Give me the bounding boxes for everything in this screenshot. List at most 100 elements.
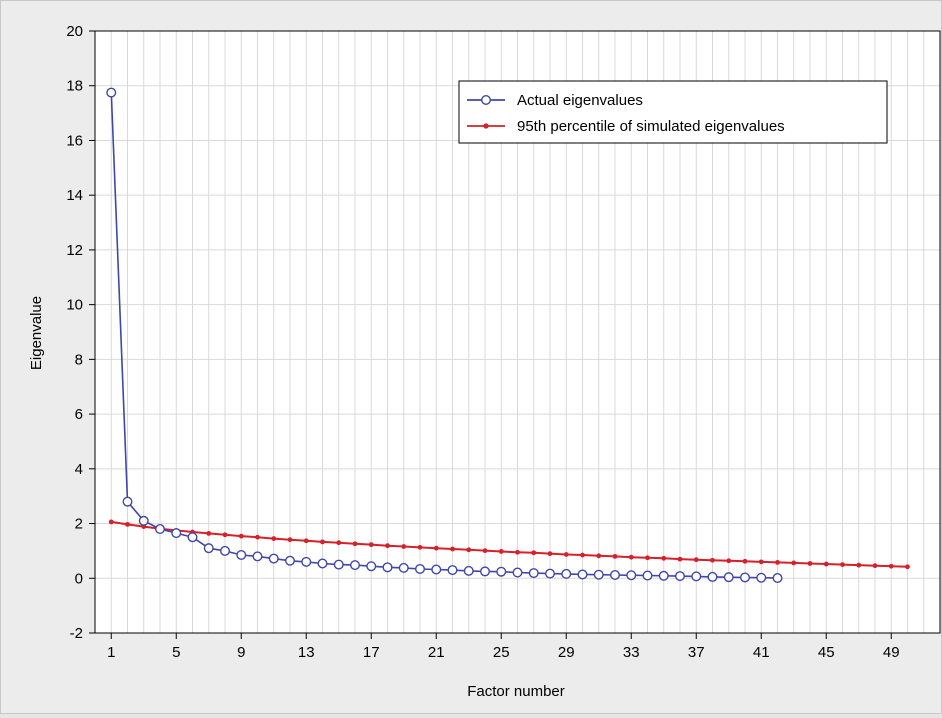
data-point (122, 496, 133, 507)
x-tick-label: 13 (298, 644, 315, 661)
data-point (333, 559, 344, 570)
y-tick-label: 2 (75, 516, 83, 533)
data-point (528, 568, 539, 579)
data-point (642, 570, 653, 581)
data-point (498, 549, 504, 554)
data-point (840, 562, 845, 567)
y-tick-label: 0 (75, 570, 83, 587)
data-point (203, 543, 214, 554)
data-point (707, 571, 718, 582)
data-point (125, 521, 130, 527)
data-point (675, 571, 686, 582)
legend-marker (483, 123, 489, 129)
data-point (482, 548, 488, 554)
data-point (417, 544, 423, 550)
data-point (580, 552, 585, 558)
legend-marker (481, 94, 492, 105)
data-point (238, 533, 244, 539)
data-point (563, 552, 569, 557)
plot-border (94, 30, 941, 634)
data-point (285, 555, 296, 566)
data-point (303, 538, 309, 544)
data-point (171, 528, 182, 539)
data-point (187, 532, 198, 543)
data-point (463, 565, 474, 576)
x-tick-label: 41 (753, 644, 770, 661)
data-point (480, 566, 491, 577)
data-point (447, 565, 458, 576)
data-point (352, 541, 358, 547)
data-point (775, 560, 780, 565)
y-tick-label: 4 (75, 461, 83, 478)
data-point (512, 567, 523, 578)
data-point (415, 563, 426, 574)
data-point (661, 555, 667, 561)
y-tick-label: -2 (70, 625, 83, 642)
data-point (206, 530, 212, 536)
y-axis-label: Eigenvalue (28, 296, 45, 370)
data-point (577, 569, 588, 580)
y-tick-label: 12 (66, 242, 83, 259)
data-point (108, 519, 114, 525)
y-tick-label: 10 (66, 297, 83, 314)
data-point (252, 551, 263, 562)
x-tick-label: 33 (623, 644, 640, 661)
x-tick-label: 17 (363, 644, 380, 661)
x-tick-label: 29 (558, 644, 575, 661)
legend: Actual eigenvalues 95th percentile of sim… (458, 80, 888, 144)
data-point (561, 568, 572, 579)
data-point (791, 560, 797, 566)
data-point (401, 544, 407, 549)
data-point (154, 524, 165, 535)
data-point (366, 561, 377, 572)
data-point (677, 556, 683, 562)
x-tick-label: 45 (818, 644, 835, 661)
data-point (723, 572, 734, 583)
data-point (320, 539, 325, 545)
data-point (382, 562, 393, 573)
data-point (106, 87, 117, 98)
data-point (138, 515, 149, 526)
data-point (626, 570, 637, 581)
data-point (693, 557, 699, 563)
data-point (758, 559, 764, 565)
data-point (287, 537, 293, 543)
data-point (222, 532, 228, 538)
data-point (433, 545, 439, 551)
data-point (740, 572, 751, 583)
data-point (350, 560, 361, 571)
data-point (628, 554, 634, 560)
data-point (431, 564, 442, 575)
data-point (385, 543, 390, 549)
data-point (547, 551, 553, 557)
y-tick-label: 14 (66, 187, 83, 204)
data-point (691, 571, 702, 582)
y-tick-label: 16 (66, 132, 83, 149)
data-point (612, 553, 618, 559)
data-point (545, 568, 556, 579)
data-point (772, 572, 783, 583)
data-point (658, 570, 669, 581)
data-point (856, 562, 862, 568)
x-tick-label: 5 (172, 644, 180, 661)
data-point (596, 553, 602, 559)
data-point (317, 558, 328, 569)
x-axis-label: Factor number (467, 683, 565, 700)
data-point (496, 566, 507, 577)
data-point (336, 540, 342, 546)
data-point (888, 563, 894, 569)
data-point (645, 555, 650, 561)
legend-box (458, 80, 888, 144)
x-tick-label: 37 (688, 644, 705, 661)
data-point (219, 545, 230, 556)
data-point (450, 546, 455, 552)
data-point (872, 563, 878, 569)
x-tick-label: 9 (237, 644, 245, 661)
data-point (905, 564, 910, 570)
y-tick-label: 18 (66, 78, 83, 95)
data-point (398, 562, 409, 573)
data-point (726, 558, 732, 564)
data-point (368, 542, 374, 548)
